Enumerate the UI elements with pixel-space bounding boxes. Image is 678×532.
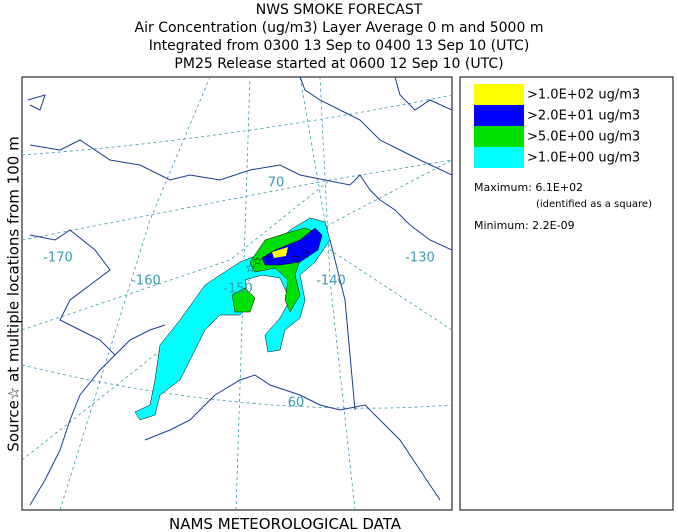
subtitle: Integrated from 0300 13 Sep to 0400 13 S… (149, 38, 530, 54)
source-stars: ☆☆ ☆ ☆ ☆ (245, 247, 311, 275)
map-label: -140 (316, 274, 346, 289)
title: NWS SMOKE FORECAST (256, 2, 423, 18)
plume: ☆☆ ☆ ☆ ☆ (134, 217, 331, 421)
legend-label: >2.0E+01 ug/m3 (527, 109, 640, 124)
subtitle: Air Concentration (ug/m3) Layer Average … (135, 20, 544, 36)
map-label: 60 (288, 396, 305, 411)
svg-text:☆: ☆ (262, 251, 273, 265)
map-label: -170 (43, 251, 73, 266)
map-label: -150 (223, 282, 253, 297)
legend-swatch (474, 84, 524, 105)
legend-swatch (474, 147, 524, 168)
maximum: Maximum: 6.1E+02 (474, 181, 583, 194)
svg-text:☆: ☆ (245, 261, 256, 275)
maximum-note: (identified as a square) (536, 199, 652, 210)
map-label: -130 (405, 251, 435, 266)
legend-label: >1.0E+00 ug/m3 (527, 151, 640, 166)
svg-text:☆: ☆ (252, 254, 263, 268)
coastline (27, 77, 452, 506)
side-label: Source☆ at multiple locations from 100 m (5, 136, 23, 451)
legend: Maximum: 6.1E+02 (identified as a square… (459, 76, 674, 511)
footer: NAMS METEOROLOGICAL DATA (169, 515, 402, 532)
legend-label: >1.0E+02 ug/m3 (527, 88, 640, 103)
legend-label: >5.0E+00 ug/m3 (527, 130, 640, 145)
legend-swatch (474, 105, 524, 126)
map-label: -160 (131, 274, 161, 289)
minimum: Minimum: 2.2E-09 (474, 219, 575, 232)
svg-text:☆: ☆ (290, 251, 301, 265)
legend-swatch (474, 126, 524, 147)
subtitle: PM25 Release started at 0600 12 Sep 10 (… (174, 56, 503, 72)
map-label: 70 (268, 176, 285, 191)
map: ☆☆ ☆ ☆ ☆ 70 -170 -160 -150 -140 -130 60 (21, 76, 453, 511)
svg-text:☆: ☆ (300, 247, 311, 261)
